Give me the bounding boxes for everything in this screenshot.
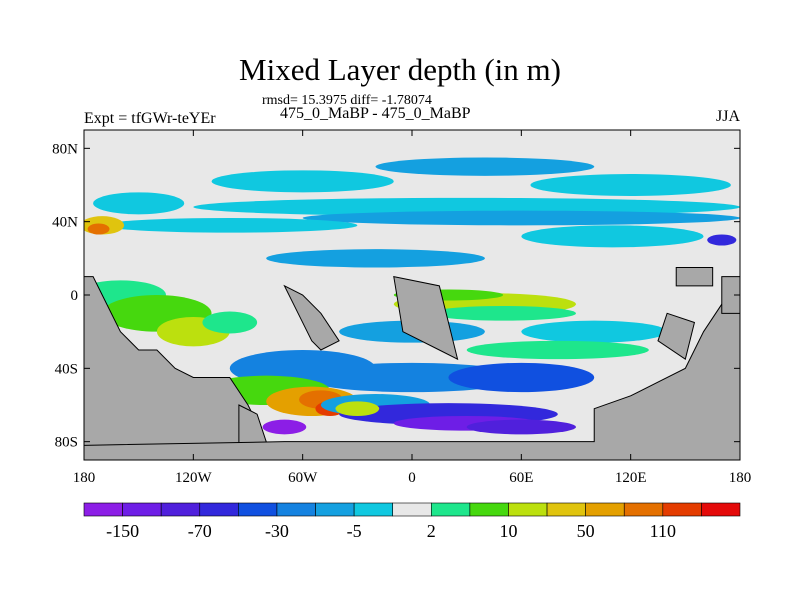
land-mass [283,284,340,351]
colorbar-box [469,502,509,517]
colorbar-label: 10 [499,521,517,541]
x-tick-label: 120W [175,470,213,486]
colorbar-label: -150 [106,521,139,541]
land-mass [675,267,714,287]
colorbar-label: 50 [577,521,595,541]
land-mass [657,312,696,360]
colorbar-label: 2 [427,521,436,541]
field-contour [87,223,110,235]
colorbar-box [83,502,123,517]
colorbar-box [585,502,625,517]
colorbar-box [199,502,239,517]
field-contour [202,311,258,334]
colorbar-box [238,502,278,517]
field-contour [430,306,576,321]
field-contour [375,157,595,176]
field-contour [466,340,649,360]
field-contour [448,362,595,393]
map-field [84,130,740,460]
field-contour [262,419,307,435]
field-contour [211,170,394,193]
land-mass [84,294,740,460]
colorbar-box [315,502,355,517]
field-contour [335,401,380,416]
colorbar-label: -30 [265,521,289,541]
y-tick-label: 0 [71,288,79,304]
x-tick-label: 180 [73,470,96,486]
colorbar-label: 110 [650,521,676,541]
x-tick-label: 120E [615,470,647,486]
colorbar-box [701,502,741,517]
field-contour [93,192,185,215]
field-contour [302,210,740,226]
field-contour [521,320,668,343]
colorbar-box [662,502,702,517]
colorbar-box [276,502,316,517]
experiment-label: Expt = tfGWr-teYEr [84,110,216,127]
field-contour [266,249,485,268]
field-contour [521,225,704,248]
plot-title: Mixed Layer depth (in m) [239,52,561,87]
season-label: JJA [715,108,740,125]
y-tick-label: 40N [52,215,78,231]
x-tick-label: 60W [288,470,318,486]
colorbar-box [430,502,471,517]
land-mass [393,276,459,361]
field-contour [466,419,576,435]
x-tick-label: 180 [729,470,752,486]
y-tick-label: 40S [55,361,78,377]
colorbar-box [353,502,394,517]
y-tick-label: 80S [55,435,78,451]
field-contour [707,234,737,246]
colorbar-box [392,502,432,517]
colorbar-box [508,502,548,517]
colorbar-box [623,502,664,517]
x-tick-label: 0 [408,470,416,486]
colorbar-box [122,502,162,517]
colorbar-label: -5 [347,521,362,541]
colorbar-box [160,502,201,517]
x-tick-label: 60E [509,470,533,486]
field-contour [530,174,731,196]
colorbar-label: -70 [188,521,212,541]
subtitle: 475_0_MaBP - 475_0_MaBP [280,105,471,122]
colorbar-box [546,502,586,517]
field-contour [102,218,358,233]
stats-text: rmsd= 15.3975 diff= -1.78074 [262,93,432,108]
land-mass [721,276,740,314]
y-tick-label: 80N [52,141,78,157]
